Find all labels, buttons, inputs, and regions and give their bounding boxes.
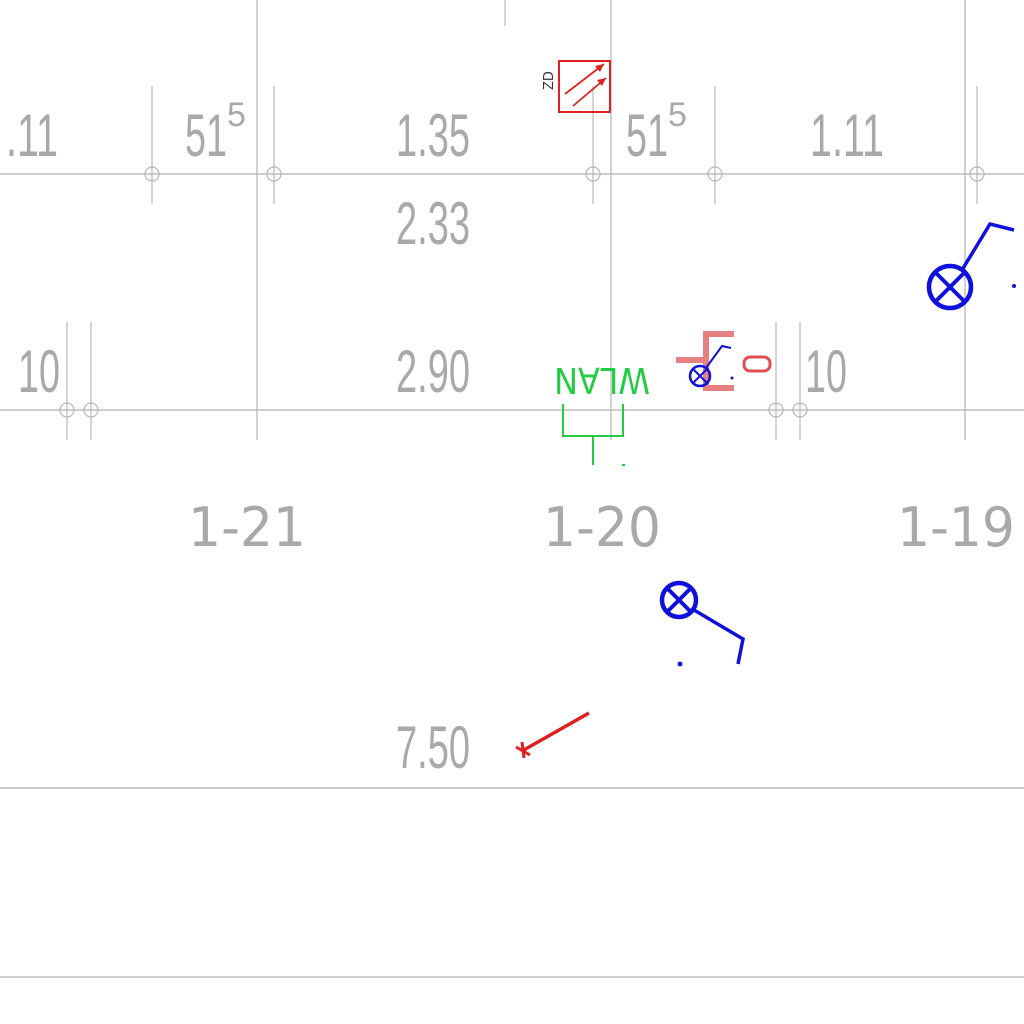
dimension-7-50: 7.50 [396, 714, 470, 781]
dimension-10-right: 10 [805, 338, 847, 405]
dimension-2-33: 2.33 [396, 190, 470, 257]
wlan-label: WLAN [554, 359, 650, 400]
dimension-ticks-middle [59, 322, 808, 440]
dimension-1-35: 1.35 [396, 102, 470, 169]
red-leader-line [515, 711, 590, 759]
dimension-1-11: 1.11 [810, 102, 884, 169]
zd-symbol: ZD [542, 60, 611, 113]
room-label-1-19: 1-19 [897, 496, 1015, 559]
dimension-10-left: 10 [18, 338, 60, 405]
dimension-51-left-sup: 5 [227, 96, 246, 134]
wlan-symbol: WLAN [554, 359, 650, 466]
room-label-1-21: 1-21 [188, 496, 306, 559]
zd-label: ZD [542, 71, 557, 90]
dimension-51-left: 51 [185, 102, 227, 169]
light-switch-symbol-lower [659, 580, 745, 667]
dimension-51-right: 51 [626, 102, 668, 169]
room-label-1-20: 1-20 [543, 496, 661, 559]
socket-switch-symbol [676, 331, 772, 391]
light-switch-symbol-right [926, 221, 1016, 311]
dimension-ticks-top [144, 86, 985, 204]
dimension-2-90: 2.90 [396, 338, 470, 405]
dimension-left-partial: .11 [6, 102, 58, 169]
dimension-51-right-sup: 5 [668, 96, 687, 134]
